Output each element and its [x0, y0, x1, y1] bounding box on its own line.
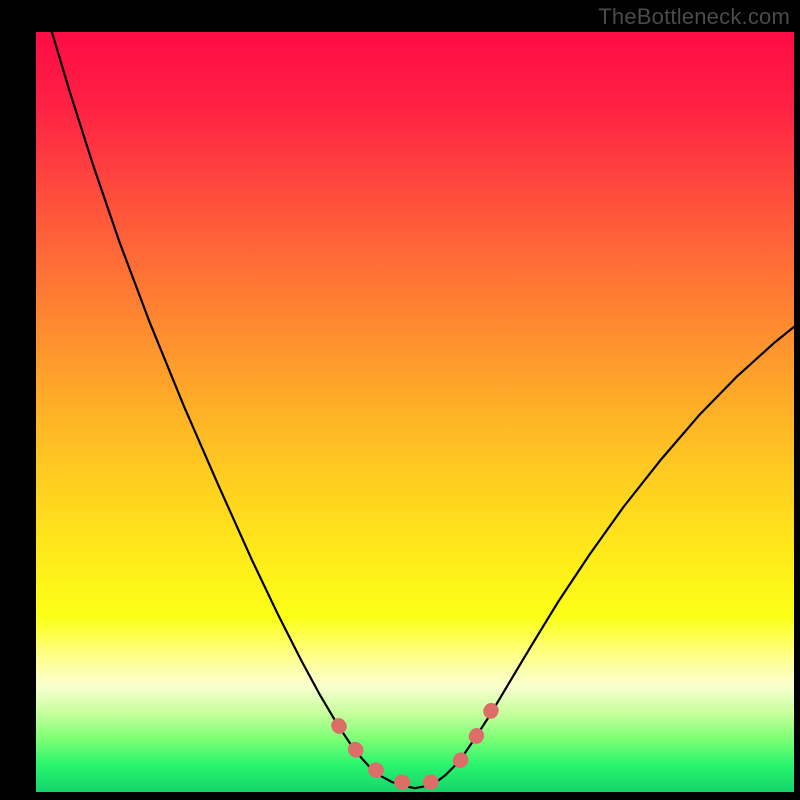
chart-root: TheBottleneck.com	[0, 0, 800, 800]
plot-area	[36, 32, 794, 792]
watermark-text: TheBottleneck.com	[598, 4, 790, 30]
chart-svg	[36, 32, 794, 792]
gradient-background	[36, 32, 794, 792]
